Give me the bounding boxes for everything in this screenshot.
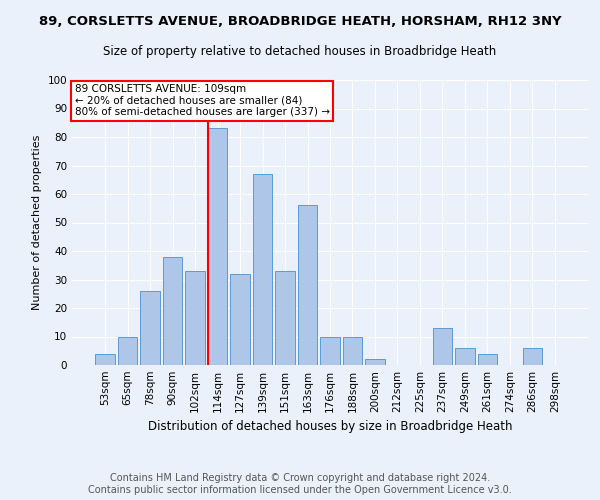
Bar xyxy=(478,354,497,365)
Bar xyxy=(163,256,182,365)
Bar xyxy=(343,336,362,365)
Bar xyxy=(320,336,340,365)
Bar xyxy=(118,336,137,365)
Bar xyxy=(523,348,542,365)
Bar xyxy=(253,174,272,365)
Bar xyxy=(298,206,317,365)
Text: Contains HM Land Registry data © Crown copyright and database right 2024.
Contai: Contains HM Land Registry data © Crown c… xyxy=(88,474,512,495)
Bar xyxy=(230,274,250,365)
Text: 89 CORSLETTS AVENUE: 109sqm
← 20% of detached houses are smaller (84)
80% of sem: 89 CORSLETTS AVENUE: 109sqm ← 20% of det… xyxy=(74,84,329,117)
X-axis label: Distribution of detached houses by size in Broadbridge Heath: Distribution of detached houses by size … xyxy=(148,420,512,434)
Bar xyxy=(208,128,227,365)
Bar xyxy=(433,328,452,365)
Bar xyxy=(455,348,475,365)
Bar xyxy=(140,291,160,365)
Bar xyxy=(95,354,115,365)
Text: Size of property relative to detached houses in Broadbridge Heath: Size of property relative to detached ho… xyxy=(103,45,497,58)
Bar xyxy=(365,360,385,365)
Text: 89, CORSLETTS AVENUE, BROADBRIDGE HEATH, HORSHAM, RH12 3NY: 89, CORSLETTS AVENUE, BROADBRIDGE HEATH,… xyxy=(38,15,562,28)
Bar xyxy=(275,271,295,365)
Bar xyxy=(185,271,205,365)
Y-axis label: Number of detached properties: Number of detached properties xyxy=(32,135,42,310)
